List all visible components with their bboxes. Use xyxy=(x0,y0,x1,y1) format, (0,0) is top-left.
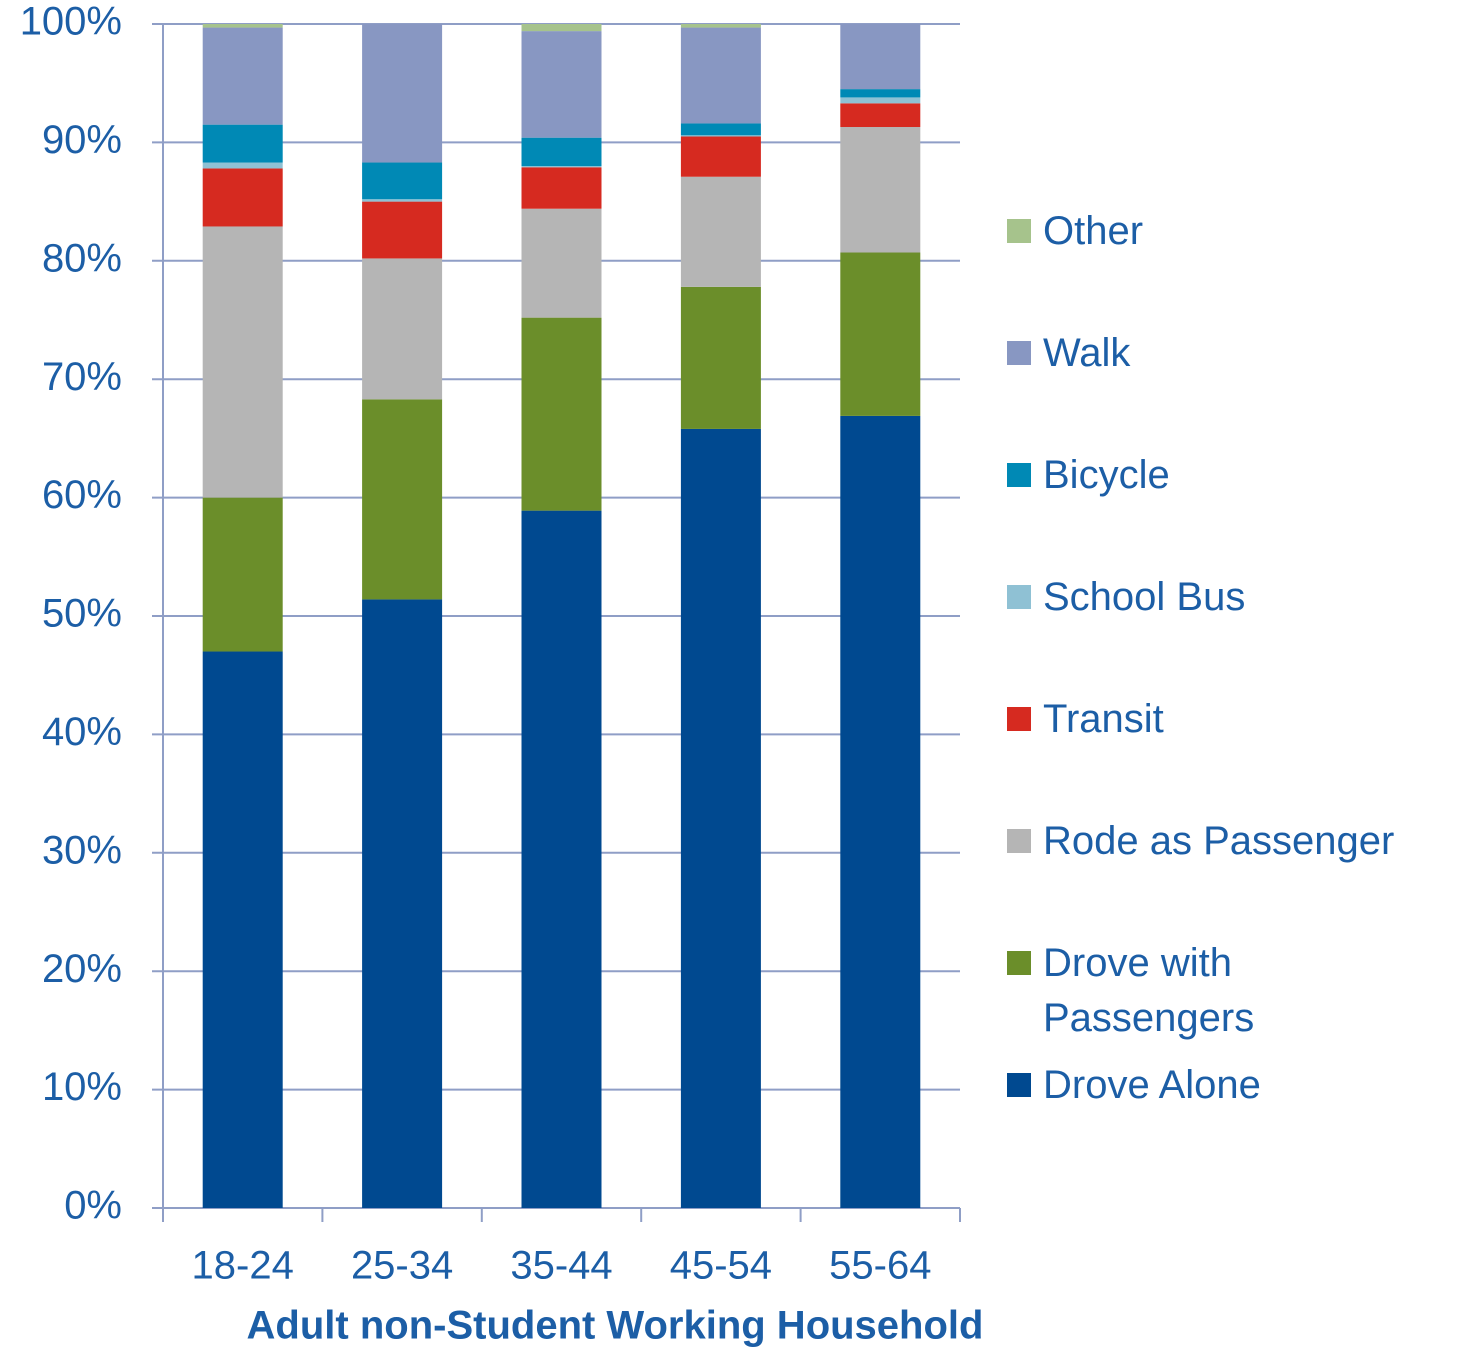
legend-swatch xyxy=(1007,1073,1031,1097)
legend-swatch xyxy=(1007,707,1031,731)
legend-label: Drove with Passengers xyxy=(1043,941,1255,1040)
legend-item: Walk xyxy=(1007,326,1447,381)
bar-segment xyxy=(521,137,602,167)
legend-label: Bicycle xyxy=(1043,453,1170,497)
legend-item: Rode as Passenger xyxy=(1007,814,1447,869)
legend-item: Other xyxy=(1007,204,1447,259)
legend-label: Other xyxy=(1043,209,1144,253)
bar-segment xyxy=(202,24,283,28)
legend-label: Rode as Passenger xyxy=(1043,819,1395,863)
x-tick-label: 45-54 xyxy=(670,1244,772,1288)
x-tick-label: 35-44 xyxy=(510,1244,612,1288)
legend-label: Drove Alone xyxy=(1043,1063,1261,1107)
bar-segment xyxy=(362,399,443,600)
bar-segment xyxy=(680,136,761,177)
legend-item: Drove with Passengers xyxy=(1007,936,1447,1046)
y-tick-label: 20% xyxy=(42,947,122,991)
bar-segment xyxy=(680,428,761,1209)
bar-segment xyxy=(362,162,443,200)
bar-segment xyxy=(202,226,283,498)
bar-segment xyxy=(202,497,283,652)
legend-item: Bicycle xyxy=(1007,448,1447,503)
bar-segment xyxy=(840,127,921,253)
legend-item: School Bus xyxy=(1007,570,1447,625)
bar-segment xyxy=(521,208,602,318)
x-tick-label: 55-64 xyxy=(829,1244,931,1288)
bar-segment xyxy=(202,162,283,169)
bar-segment xyxy=(840,24,921,90)
bar-segment xyxy=(362,599,443,1208)
y-tick-label: 50% xyxy=(42,592,122,636)
bar-segment xyxy=(840,103,921,128)
bar-segment xyxy=(362,24,443,163)
bar-segment xyxy=(680,24,761,28)
legend-item: Drove Alone xyxy=(1007,1058,1447,1113)
bar-segment xyxy=(680,27,761,124)
bar-segment xyxy=(840,97,921,104)
x-axis-title: Adult non-Student Working Household xyxy=(247,1304,984,1348)
legend-swatch xyxy=(1007,951,1031,975)
bar-segment xyxy=(521,31,602,138)
y-tick-label: 0% xyxy=(64,1184,122,1228)
legend-swatch xyxy=(1007,829,1031,853)
bar-segment xyxy=(840,89,921,98)
legend-label: School Bus xyxy=(1043,575,1246,619)
y-tick-label: 100% xyxy=(20,0,122,44)
x-tick-label: 25-34 xyxy=(351,1244,453,1288)
y-tick-label: 90% xyxy=(42,118,122,162)
legend-swatch xyxy=(1007,585,1031,609)
legend-label: Transit xyxy=(1043,697,1164,741)
bar-segment xyxy=(202,124,283,163)
y-tick-label: 40% xyxy=(42,710,122,754)
bar-segment xyxy=(521,510,602,1208)
y-tick-label: 10% xyxy=(42,1065,122,1109)
bar-segment xyxy=(521,317,602,511)
y-tick-label: 30% xyxy=(42,828,122,872)
bar-segment xyxy=(202,27,283,125)
legend-label: Walk xyxy=(1043,331,1131,375)
legend-swatch xyxy=(1007,341,1031,365)
bar-segment xyxy=(840,415,921,1208)
bar-segment xyxy=(202,651,283,1208)
bar-segment xyxy=(521,24,602,32)
bar-segment xyxy=(202,168,283,227)
bar-segment xyxy=(362,201,443,259)
legend-item: Transit xyxy=(1007,692,1447,747)
legend-swatch xyxy=(1007,463,1031,487)
y-tick-label: 60% xyxy=(42,473,122,517)
y-tick-label: 80% xyxy=(42,236,122,280)
bar-segment xyxy=(521,166,602,168)
x-tick-label: 18-24 xyxy=(192,1244,294,1288)
y-tick-label: 70% xyxy=(42,355,122,399)
bar-segment xyxy=(680,123,761,136)
bar-segment xyxy=(521,167,602,209)
bar-segment xyxy=(840,252,921,416)
bar-segment xyxy=(680,286,761,429)
bar-segment xyxy=(362,258,443,400)
legend-swatch xyxy=(1007,219,1031,243)
bar-segment xyxy=(362,199,443,202)
bar-segment xyxy=(680,176,761,287)
bar-segment xyxy=(680,135,761,137)
